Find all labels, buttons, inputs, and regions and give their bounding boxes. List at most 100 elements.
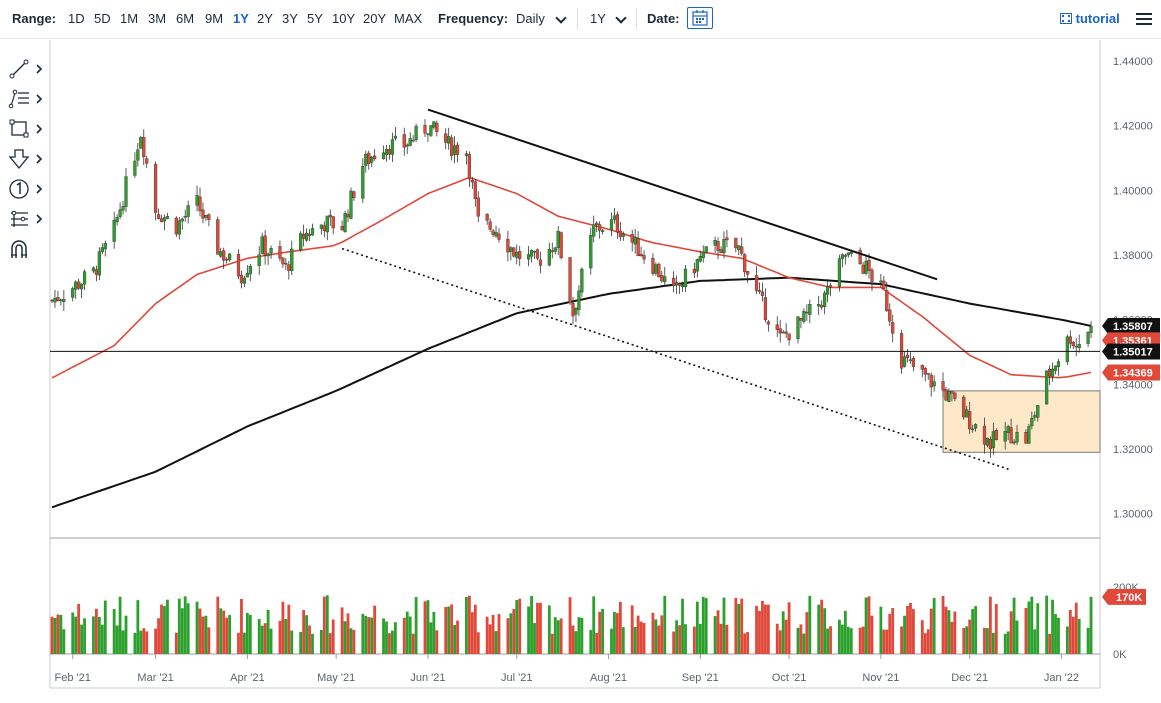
candle-body: [485, 214, 489, 221]
candle-body: [837, 258, 842, 287]
candle: [242, 275, 247, 288]
volume-bar: [900, 626, 903, 654]
range-10y[interactable]: 10Y: [332, 11, 356, 26]
candle: [870, 267, 874, 292]
candle-body: [248, 266, 252, 275]
arrow-tool[interactable]: [8, 148, 46, 172]
candle: [518, 245, 522, 267]
candle: [1065, 334, 1069, 366]
magnet-icon: [11, 240, 27, 258]
chevron-down-icon[interactable]: [555, 12, 567, 24]
candle-body: [971, 428, 975, 431]
candle: [367, 150, 371, 170]
candle-body: [464, 153, 469, 156]
candle-body: [775, 324, 779, 330]
range-1y[interactable]: 1Y: [233, 11, 249, 26]
candle-body: [953, 392, 957, 399]
range-max[interactable]: MAX: [394, 11, 423, 26]
volume-bar: [343, 621, 347, 654]
volume-bar: [506, 618, 510, 654]
candle-body: [654, 264, 658, 274]
frequency-select[interactable]: Daily: [516, 11, 545, 26]
y-tick-label: 1.42000: [1113, 121, 1153, 133]
candle: [609, 212, 614, 237]
chevron-down-icon[interactable]: [615, 12, 627, 24]
candle-body: [601, 230, 605, 232]
candle-body: [1006, 426, 1010, 433]
range-5y[interactable]: 5Y: [307, 11, 323, 26]
rectangle-drawing[interactable]: [942, 390, 1101, 453]
candle-body: [1065, 336, 1069, 363]
candle: [953, 391, 957, 402]
candle: [112, 211, 116, 249]
tutorial-link[interactable]: tutorial: [1060, 11, 1120, 26]
candle-body: [455, 144, 460, 155]
candle-body: [245, 273, 249, 278]
candle-body: [328, 214, 332, 218]
range-6m[interactable]: 6M: [176, 11, 195, 26]
period-select[interactable]: 1Y: [590, 11, 606, 26]
trendlines[interactable]: [50, 108, 1100, 471]
range-1d[interactable]: 1D: [68, 11, 85, 26]
volume-bar: [118, 596, 122, 654]
candle-body: [180, 218, 184, 222]
price-badge-last: 1.35807: [1102, 317, 1160, 334]
price-chart[interactable]: 1.440001.420001.400001.380001.360001.340…: [0, 38, 1161, 703]
candle: [574, 307, 578, 323]
candle-body: [784, 331, 788, 334]
volume-bar: [559, 618, 563, 654]
candle: [319, 224, 323, 235]
range-1m[interactable]: 1M: [120, 11, 139, 26]
candle-body: [902, 356, 907, 367]
volume-bar: [346, 613, 350, 654]
candle: [675, 275, 679, 294]
hamburger-menu-icon[interactable]: [1136, 13, 1152, 25]
consolidation-box: [942, 390, 1101, 453]
candle-body: [452, 145, 457, 155]
range-3m[interactable]: 3M: [148, 11, 167, 26]
volume-bar: [991, 632, 995, 654]
candle-body: [568, 257, 572, 304]
magnet-tool[interactable]: [8, 238, 46, 262]
rectangle-tool[interactable]: [8, 118, 46, 142]
candle: [515, 244, 519, 265]
volume-bar: [145, 631, 149, 654]
candle-body: [885, 290, 889, 311]
range-5d[interactable]: 5D: [94, 11, 111, 26]
candle: [328, 209, 332, 226]
volume-bar: [722, 597, 726, 654]
range-20y[interactable]: 20Y: [363, 11, 387, 26]
candle: [139, 135, 143, 149]
annotation-tool[interactable]: [8, 178, 46, 202]
date-picker-button[interactable]: [687, 7, 713, 29]
range-2y[interactable]: 2Y: [257, 11, 273, 26]
candle-body: [843, 255, 847, 257]
volume-bar: [849, 628, 853, 654]
volume-bar: [1036, 603, 1040, 654]
candle: [1089, 321, 1093, 339]
volume-bar: [536, 602, 539, 654]
candle-body: [154, 164, 158, 213]
range-3y[interactable]: 3Y: [282, 11, 298, 26]
volume-bar: [361, 613, 365, 654]
candle-body: [538, 259, 543, 266]
trendline-tool[interactable]: [8, 58, 46, 82]
volume-bar: [186, 603, 190, 654]
volume-bar: [906, 605, 909, 654]
range-9m[interactable]: 9M: [205, 11, 224, 26]
candle: [932, 375, 936, 392]
candle: [740, 237, 744, 256]
candle-body: [473, 181, 477, 200]
volume-bar: [509, 613, 513, 654]
divider: [577, 8, 578, 30]
volume-bar: [539, 602, 542, 654]
volume-bar: [1033, 629, 1037, 654]
volume-bar: [695, 601, 699, 654]
fibonacci-tool[interactable]: [8, 88, 46, 112]
candle-body: [817, 304, 821, 307]
pitchfork-tool[interactable]: [8, 208, 46, 232]
volume-bar: [518, 598, 522, 654]
candle: [263, 230, 267, 265]
candle: [447, 127, 451, 150]
candle-body: [965, 409, 969, 418]
